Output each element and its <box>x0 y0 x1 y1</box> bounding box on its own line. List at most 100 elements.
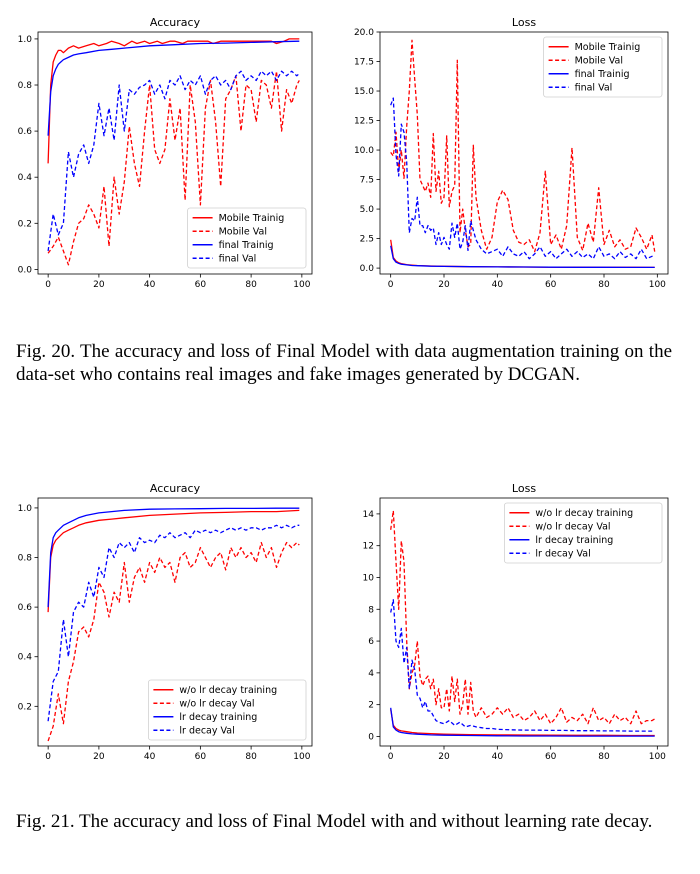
legend-label: lr decay training <box>535 535 613 546</box>
legend-box <box>503 502 663 564</box>
legend-label: Mobile Val <box>575 56 623 67</box>
legend-label: w/o lr decay Val <box>535 522 610 533</box>
chart-title: Accuracy <box>150 16 201 29</box>
y-tick-label: 12 <box>363 542 374 552</box>
y-tick-label: 0.4 <box>18 653 33 663</box>
y-tick-label: 7.5 <box>360 176 374 186</box>
y-tick-label: 17.5 <box>354 58 374 68</box>
legend-label: final Val <box>575 83 613 94</box>
series-line-w-o-lr-decay-training <box>47 509 300 613</box>
x-tick-label: 40 <box>492 280 504 290</box>
plot-frame <box>379 497 669 747</box>
plot-frame <box>379 31 669 275</box>
x-tick-label: 100 <box>293 280 310 290</box>
x-tick-label: 60 <box>195 752 207 762</box>
y-tick-label: 1.0 <box>18 504 33 514</box>
series-line-w-o-lr-decay-training <box>390 709 655 737</box>
y-tick-label: 0.4 <box>18 173 33 183</box>
y-tick-label: 0.2 <box>18 219 32 229</box>
series-line-final-val <box>390 97 655 260</box>
legend-label: lr decay Val <box>535 549 590 560</box>
series-line-w-o-lr-decay-val <box>47 541 300 742</box>
legend-box <box>543 36 663 98</box>
x-tick-label: 80 <box>245 280 257 290</box>
series-line-final-trainig <box>390 245 655 269</box>
chart-title: Loss <box>512 482 536 495</box>
legend-label: final Trainig <box>219 240 274 251</box>
fig21-loss-chart: Loss 0 20 40 60 80 100 0 2 4 6 8 10 12 14 w/o lr decay … <box>350 478 680 768</box>
x-tick-label: 20 <box>438 280 450 290</box>
fig21-accuracy-chart: Accuracy 0 20 40 60 80 100 0.2 0.4 0.6 0.8 1.0 w/o l… <box>10 478 340 768</box>
x-tick-label: 0 <box>45 280 51 290</box>
x-tick-label: 0 <box>45 752 51 762</box>
x-tick-label: 40 <box>492 752 504 762</box>
plot-frame <box>37 497 313 747</box>
series-line-lr-decay-val <box>47 524 300 722</box>
fig20-loss-chart: Loss 0 20 40 60 80 100 0.0 2.5 5.0 7.5 10.0 12.5 15.0… <box>350 8 680 300</box>
x-tick-label: 60 <box>195 280 207 290</box>
series-line-lr-decay-training <box>390 707 655 737</box>
x-tick-label: 80 <box>598 752 610 762</box>
y-tick-label: 2 <box>368 701 374 711</box>
legend-label: final Val <box>219 254 257 265</box>
legend-label: lr decay training <box>179 712 257 723</box>
y-tick-label: 20.0 <box>354 28 374 38</box>
y-tick-label: 14 <box>363 510 375 520</box>
x-tick-label: 100 <box>649 752 666 762</box>
y-tick-label: 0.6 <box>18 603 33 613</box>
y-tick-label: 5.0 <box>360 205 375 215</box>
legend: w/o lr decay training w/o lr decay Val lr … <box>503 502 663 564</box>
x-tick-label: 80 <box>245 752 257 762</box>
fig21-accuracy-svg: Accuracy 0 20 40 60 80 100 0.2 0.4 0.6 0.8 1.0 w/o l… <box>18 482 313 762</box>
y-tick-label: 1.0 <box>18 35 33 45</box>
x-tick-label: 20 <box>438 752 450 762</box>
x-tick-label: 20 <box>93 752 105 762</box>
y-tick-label: 15.0 <box>354 87 374 97</box>
y-tick-label: 0 <box>368 732 374 742</box>
legend: Mobile Trainig Mobile Val final Trainig fin… <box>543 36 663 98</box>
legend-label: Mobile Val <box>219 227 267 238</box>
y-tick-label: 0.6 <box>18 127 33 137</box>
legend-box <box>147 679 307 741</box>
x-tick-label: 20 <box>93 280 105 290</box>
series-line-lr-decay-training <box>47 507 300 608</box>
x-tick-label: 40 <box>144 752 156 762</box>
x-tick-label: 100 <box>293 752 310 762</box>
y-tick-label: 0.2 <box>18 702 32 712</box>
x-tick-label: 100 <box>649 280 666 290</box>
y-tick-label: 8 <box>368 605 374 615</box>
x-tick-label: 60 <box>545 280 557 290</box>
plot-frame <box>37 31 313 275</box>
y-tick-label: 10.0 <box>354 146 374 156</box>
chart-title: Accuracy <box>150 482 201 495</box>
legend-label: Mobile Trainig <box>219 213 285 224</box>
series-line-final-val <box>47 70 300 252</box>
series-line-mobile-val <box>47 70 300 266</box>
y-tick-label: 0.8 <box>18 554 33 564</box>
series-line-mobile-trainig <box>47 38 300 164</box>
y-tick-label: 0.0 <box>18 265 33 275</box>
series-line-lr-decay-val <box>390 599 655 732</box>
series-line-final-trainig <box>47 40 300 136</box>
legend-label: w/o lr decay training <box>535 508 633 519</box>
legend-label: final Trainig <box>575 69 630 80</box>
legend: Mobile Trainig Mobile Val final Trainig fin… <box>187 207 307 269</box>
x-tick-label: 0 <box>388 752 394 762</box>
series-line-mobile-val <box>390 39 656 253</box>
y-tick-label: 0.8 <box>18 81 33 91</box>
fig20-loss-svg: Loss 0 20 40 60 80 100 0.0 2.5 5.0 7.5 10.0 12.5 15.0… <box>354 16 669 290</box>
legend-label: w/o lr decay training <box>179 685 277 696</box>
x-tick-label: 0 <box>388 280 394 290</box>
y-tick-label: 0.0 <box>360 264 375 274</box>
x-tick-label: 40 <box>144 280 156 290</box>
legend-label: w/o lr decay Val <box>179 699 254 710</box>
y-tick-label: 4 <box>368 669 374 679</box>
fig20-accuracy-chart: Accuracy 0 20 40 60 80 100 0.0 0.2 0.4 0.6 0.8 1.0 Mo… <box>10 8 340 300</box>
legend-box <box>187 207 307 269</box>
y-tick-label: 6 <box>368 637 374 647</box>
series-line-w-o-lr-decay-val <box>390 510 656 725</box>
y-tick-label: 10 <box>363 573 375 583</box>
x-tick-label: 60 <box>545 752 557 762</box>
legend-label: lr decay Val <box>179 726 234 737</box>
fig21-loss-svg: Loss 0 20 40 60 80 100 0 2 4 6 8 10 12 14 w/o lr decay … <box>363 482 669 762</box>
